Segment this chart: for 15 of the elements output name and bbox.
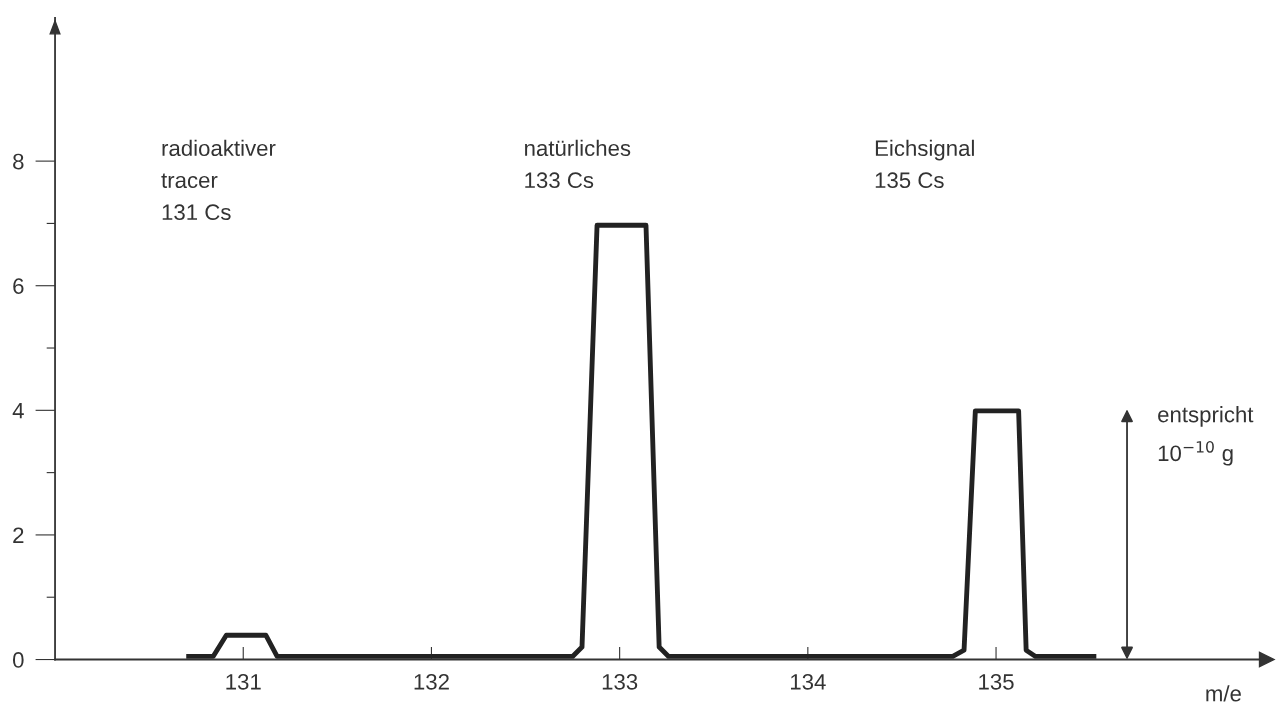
x-tick-label: 132 — [414, 674, 449, 690]
annotation: entspricht 10$^{−10}$ g — [1158, 406, 1254, 466]
x-tick-label: 134 — [791, 674, 826, 690]
x-tick-label: 135 — [979, 674, 1014, 690]
annotation: radioaktiver tracer 131 Cs — [161, 139, 276, 221]
annotation: natürliches 133 Cs — [525, 139, 631, 189]
annotation: Eichsignal 135 Cs — [875, 139, 974, 189]
x-axis-title: m/e — [1206, 685, 1241, 702]
y-tick-label: 0 — [12, 652, 24, 668]
x-tick-label: 133 — [602, 674, 638, 690]
y-tick-label: 4 — [12, 403, 24, 419]
x-tick-label: 131 — [226, 674, 261, 690]
y-tick-label: 2 — [13, 527, 24, 543]
y-tick-label: 8 — [13, 153, 24, 170]
y-tick-label: 6 — [13, 278, 24, 294]
